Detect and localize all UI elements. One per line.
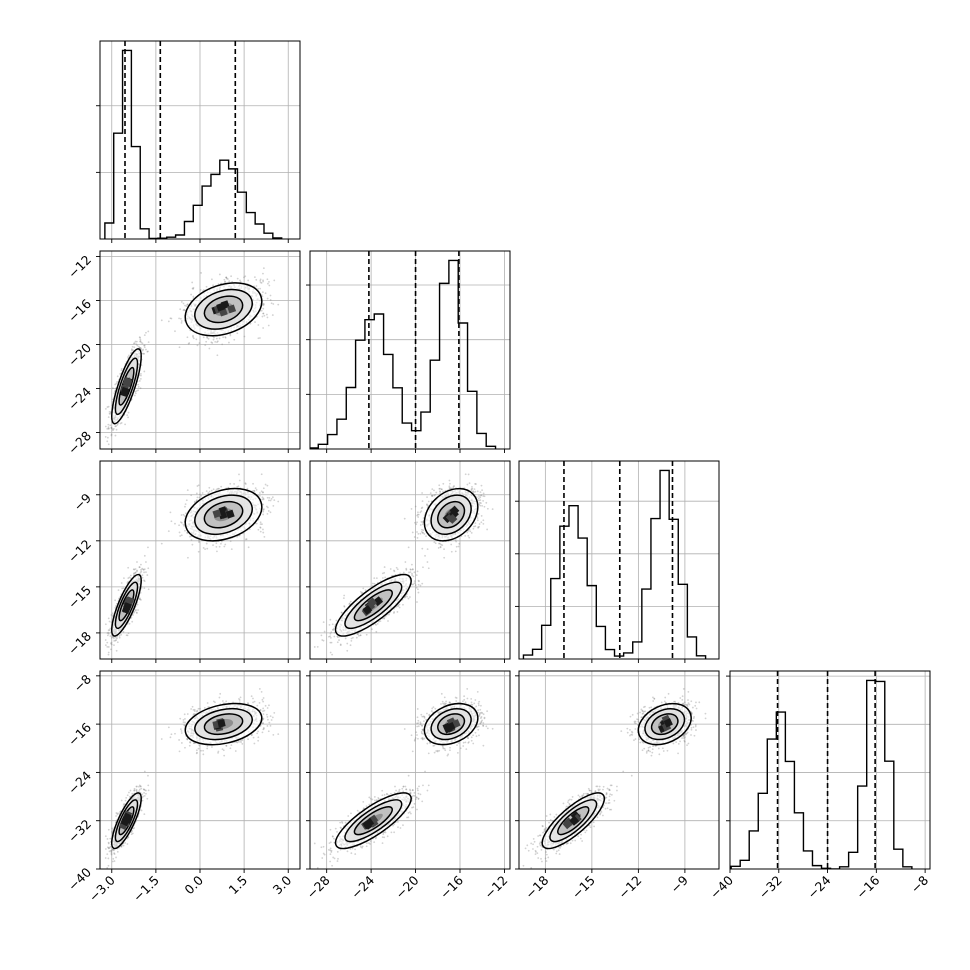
y-tick-label-1-1: −24	[65, 384, 94, 413]
density-pixel	[449, 505, 460, 516]
panel-frame-2-2	[518, 460, 720, 660]
density-pixel	[122, 377, 132, 387]
scatter-panel-2-1	[310, 461, 510, 659]
x-tick-label-1-3: −16	[437, 872, 466, 901]
histogram-panel-2	[519, 461, 719, 659]
histogram-panel-1	[310, 251, 510, 449]
x-tick-label-3-2: −24	[804, 872, 833, 901]
density-core	[118, 810, 133, 830]
panel-frame-3-2	[518, 670, 720, 870]
histogram-step-line-2	[522, 469, 707, 659]
density-pixel	[218, 510, 228, 520]
panel-frame-2-1	[309, 460, 511, 660]
scatter-panel-3-1	[310, 671, 510, 869]
x-tick-label-0-3: 1.5	[226, 873, 251, 898]
histogram-panel-3	[730, 671, 930, 869]
x-tick-label-2-3: −9	[667, 872, 691, 896]
contour-group-0	[334, 573, 412, 637]
x-tick-label-1-1: −24	[348, 872, 377, 901]
contour-group-1	[184, 702, 263, 746]
y-tick-label-2-2: −12	[65, 536, 94, 565]
y-tick-label-3-1: −32	[65, 816, 94, 845]
density-pixel	[227, 304, 237, 314]
histogram-step-line-3	[730, 679, 913, 869]
x-tick-label-3-3: −16	[853, 872, 882, 901]
density-core	[212, 506, 235, 520]
x-tick-label-2-0: −18	[522, 872, 551, 901]
density-core	[361, 814, 379, 830]
contour-group-1	[423, 702, 479, 746]
y-tick-label-3-2: −24	[65, 768, 94, 797]
density-pixel	[447, 513, 458, 524]
x-tick-label-1-0: −28	[304, 872, 333, 901]
x-tick-label-3-0: −40	[707, 872, 736, 901]
density-pixel	[569, 815, 580, 826]
x-tick-label-0-1: −1.5	[130, 873, 162, 905]
y-tick-label-1-2: −20	[65, 340, 94, 369]
density-pixel	[225, 509, 235, 519]
density-pixel	[362, 819, 373, 830]
density-core	[212, 718, 226, 732]
density-core	[442, 505, 460, 524]
density-pixel	[120, 388, 130, 398]
panel-frame-1-1	[309, 250, 511, 450]
y-tick-label-2-0: −18	[65, 628, 94, 657]
contour-group-0	[111, 573, 142, 637]
density-core	[120, 377, 133, 398]
y-tick-label-2-3: −9	[70, 490, 94, 514]
x-tick-label-2-2: −12	[615, 873, 644, 902]
contour-group-0	[541, 792, 606, 850]
density-pixel	[217, 719, 226, 728]
x-tick-label-3-4: −8	[908, 872, 932, 896]
histogram-panel-0	[100, 41, 300, 239]
panel-frame-3-3	[729, 670, 931, 870]
density-core	[562, 810, 582, 830]
density-pixel	[446, 722, 456, 732]
density-pixel	[216, 302, 226, 312]
x-tick-label-1-2: −20	[392, 872, 421, 901]
x-tick-label-3-1: −32	[756, 873, 785, 902]
scatter-panel-3-2	[519, 671, 719, 869]
histogram-step-line-1	[310, 259, 497, 449]
x-tick-label-0-2: 0.0	[181, 872, 206, 897]
density-core	[121, 596, 135, 615]
contour-group-1	[637, 702, 692, 746]
x-tick-label-2-1: −15	[569, 873, 598, 902]
y-tick-label-3-4: −8	[70, 671, 94, 695]
density-pixel	[362, 604, 373, 615]
density-pixel	[367, 597, 378, 608]
x-tick-label-1-4: −12	[481, 873, 510, 902]
density-pixel	[122, 602, 132, 612]
density-core	[361, 596, 384, 617]
scatter-panel-1-0	[100, 251, 300, 449]
contour-group-0	[111, 792, 142, 850]
scatter-panel-3-0	[100, 671, 300, 869]
y-tick-label-1-0: −28	[65, 428, 94, 457]
x-tick-label-0-4: 3.0	[270, 872, 295, 897]
y-tick-label-1-3: −16	[65, 296, 94, 325]
contour-group-1	[184, 487, 263, 542]
density-pixel	[212, 509, 222, 519]
scatter-panel-2-0	[100, 461, 300, 659]
density-core	[442, 717, 461, 734]
contour-group-1	[184, 282, 263, 337]
histogram-step-line-0	[104, 49, 283, 239]
density-pixel	[120, 817, 130, 827]
y-tick-label-3-3: −16	[65, 720, 94, 749]
contour-group-1	[423, 487, 479, 542]
density-core	[211, 300, 237, 317]
y-tick-label-2-1: −15	[65, 582, 94, 611]
contour-group-0	[111, 348, 142, 425]
density-pixel	[663, 718, 673, 728]
panel-frame-3-1	[309, 670, 511, 870]
y-tick-label-1-4: −12	[65, 252, 94, 281]
density-core	[657, 714, 673, 734]
contour-group-0	[334, 792, 412, 850]
